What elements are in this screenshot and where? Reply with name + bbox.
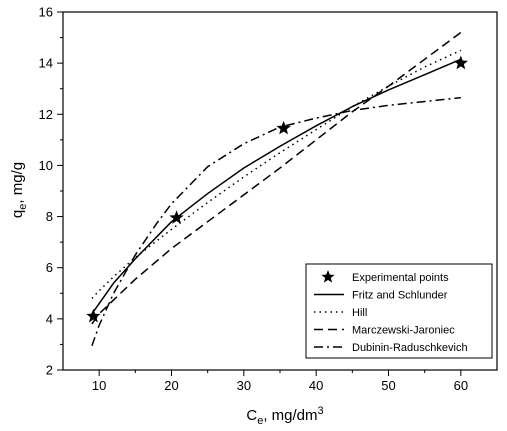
x-tick-label: 40 [309,378,323,393]
legend-label-dubinin-raduschkevich: Dubinin-Raduschkevich [352,342,468,354]
legend-label-experimental-points: Experimental points [352,272,449,284]
y-tick-label: 2 [46,363,53,378]
x-axis-title: Ce, mg/dm3 [246,405,323,427]
x-tick-label: 30 [237,378,251,393]
y-tick-label: 6 [46,260,53,275]
series-line-dubinin-raduschkevich [91,96,461,346]
y-tick-label: 10 [39,158,53,173]
y-axis-title-rest: , mg/g [9,162,26,204]
legend-box [305,263,493,359]
series-line-hill [91,49,462,299]
legend-label-fritz-and-schlunder: Fritz and Schlunder [352,290,448,302]
legend: Experimental points Fritz and Schlunder Hi… [305,263,493,359]
y-axis-title: qe, mg/g [9,162,29,218]
y-tick-label: 14 [39,56,53,71]
y-axis-title-sub: e [17,204,29,210]
y-tick-label: 4 [46,311,53,326]
x-axis-title-sub: e [257,415,263,427]
x-tick-label: 50 [381,378,395,393]
axes: 10 20 30 40 50 60 2 4 6 8 10 12 14 16 [39,5,498,393]
x-axis-title-rest: , mg/dm [263,407,317,424]
x-tick-label: 60 [454,378,468,393]
experimental-point-3 [276,120,291,135]
x-tick-label: 10 [92,378,106,393]
x-axis-title-main: C [246,407,257,424]
experimental-point-2 [169,210,184,224]
experimental-point-1 [86,308,101,323]
y-tick-label: 12 [39,107,53,122]
y-axis-title-main: q [9,210,26,218]
y-tick-label: 8 [46,209,53,224]
series-line-fritz-and-schlunder [91,58,462,315]
plot-area [86,31,468,346]
experimental-point-4 [453,55,468,70]
x-axis-title-sup: 3 [318,405,324,417]
legend-marker-experimental-points [321,270,335,283]
legend-label-marczewski-jaroniec: Marczewski-Jaroniec [352,325,455,337]
x-tick-label: 20 [164,378,178,393]
legend-label-hill: Hill [352,307,367,319]
y-tick-label: 16 [39,5,53,20]
